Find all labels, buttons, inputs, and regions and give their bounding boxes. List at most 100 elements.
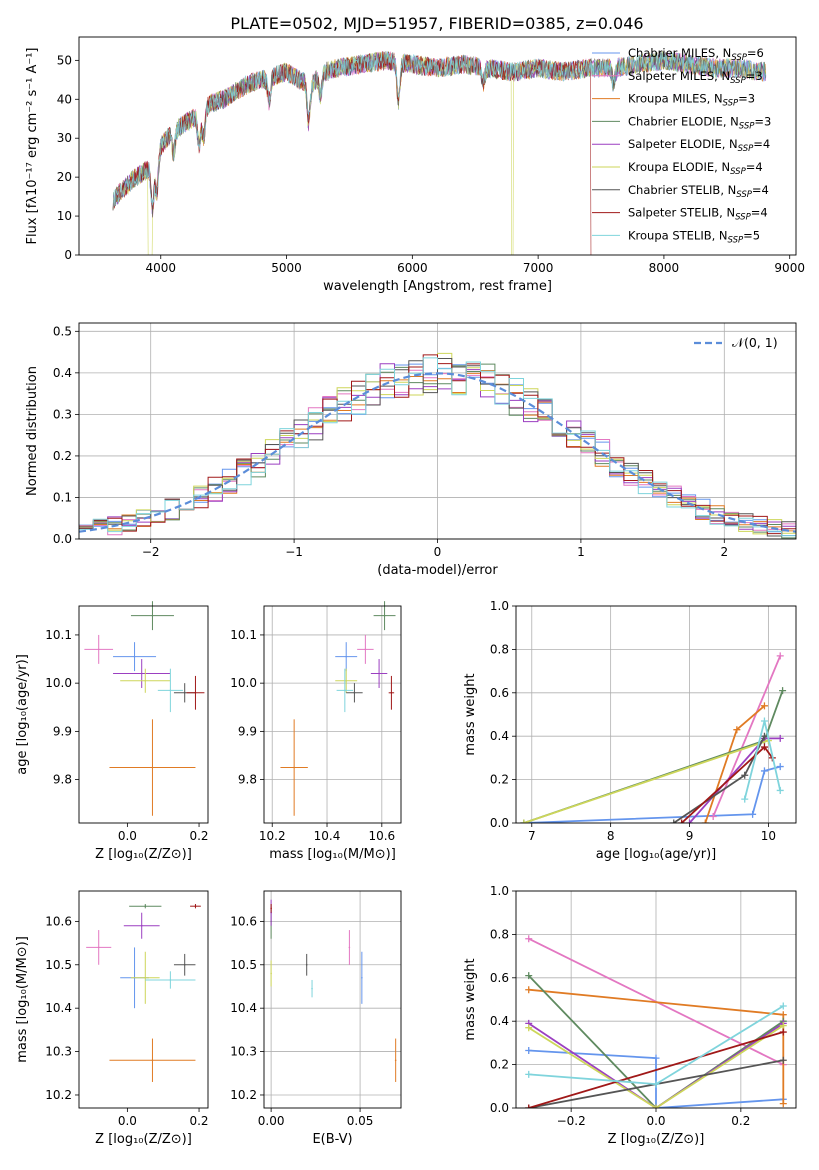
y-tick-label: 0.0 (53, 532, 72, 546)
y-tick-label: 0.6 (490, 971, 509, 985)
data-point-1 (97, 946, 100, 949)
y-tick-label: 0.2 (490, 1058, 509, 1072)
x-tick-label: 0.0 (118, 1114, 137, 1128)
y-tick-label: 10.2 (230, 1088, 257, 1102)
weight-marker-2 (760, 702, 768, 710)
axes-frame (78, 605, 209, 824)
y-tick-label: 9.8 (53, 773, 72, 787)
data-point-6 (353, 692, 356, 694)
x-tick-label: 1 (577, 545, 585, 559)
y-tick-label: 0.4 (490, 729, 509, 743)
axes-frame (78, 36, 797, 256)
y-tick-label: 1.0 (490, 884, 509, 898)
y-tick-label: 10.6 (45, 914, 72, 928)
y-tick-label: 10.4 (45, 1001, 72, 1015)
weight-marker-0 (760, 767, 768, 775)
data-point-8 (169, 689, 172, 692)
age-vs-metallicity-panel: 0.0 0.2 9.8 9.9 10.0 10.1 Z [log₁₀(Z/Z⊙)] age [… (15, 601, 209, 862)
y-tick-label: 0.2 (490, 773, 509, 787)
y-tick-label: 20 (57, 170, 72, 184)
legend-label-5: Kroupa ELODIE, NSSP=4 (628, 160, 763, 177)
data-point-1 (348, 946, 351, 949)
x-tick-label: 10.6 (368, 829, 395, 843)
y-tick-label: 10.0 (230, 676, 257, 690)
x-tick-label: 10 (761, 829, 776, 843)
x-tick-label: 10.2 (259, 829, 286, 843)
weight-marker-8 (776, 786, 784, 794)
x-tick-label: 7 (528, 829, 536, 843)
data-point-5 (144, 679, 147, 682)
histogram-panel: −2 −1 0 1 2 0.0 0.1 0.2 0.3 0.4 0.5 (data-model)/er… (25, 322, 797, 578)
y-tick-label: 0.5 (53, 324, 72, 338)
x-axis-label: wavelength [Angstrom, rest frame] (323, 279, 552, 294)
y-tick-label: 9.9 (53, 724, 72, 738)
x-axis-label: Z [log₁₀(Z/Z⊙)] (95, 1132, 192, 1147)
histogram-step-8 (79, 357, 796, 539)
y-tick-label: 0.6 (490, 686, 509, 700)
x-axis-label: E(B-V) (312, 1132, 352, 1147)
data-point-2 (293, 766, 295, 769)
y-tick-label: 10 (57, 209, 72, 223)
weight-marker-7 (760, 743, 768, 751)
x-axis-label: Z [log₁₀(Z/Z⊙)] (95, 847, 192, 862)
weight-marker-0 (652, 1054, 660, 1062)
y-axis-label: age [log₁₀(age/yr)] (15, 654, 30, 775)
data-point-2 (151, 766, 154, 769)
x-tick-label: 8000 (649, 261, 680, 275)
data-point-8 (311, 987, 313, 990)
weight-marker-2 (779, 1100, 787, 1108)
x-tick-label: 0.0 (118, 829, 137, 843)
y-tick-label: 10.6 (230, 914, 257, 928)
y-tick-label: 10.4 (230, 1001, 257, 1015)
data-point-8 (169, 979, 172, 981)
weight-marker-8 (760, 717, 768, 725)
weight-marker-0 (776, 763, 784, 771)
y-tick-label: 0.8 (490, 927, 509, 941)
weight-marker-6 (760, 732, 768, 740)
y-tick-label: 50 (57, 53, 72, 67)
mass-weight-vs-age-panel: 7 8 9 10 0.0 0.2 0.4 0.6 0.8 1.0 age [log₁₀(age/yr… (463, 599, 797, 862)
y-tick-label: 10.1 (230, 628, 257, 642)
y-tick-label: 0.0 (490, 816, 509, 830)
spectrum-panel: 4000 5000 6000 7000 8000 9000 0 10 20 30 40 50 wavel… (25, 36, 805, 294)
x-tick-label: 0.2 (189, 829, 208, 843)
data-point-5 (144, 977, 147, 979)
weight-marker-3 (525, 972, 533, 980)
y-tick-label: 9.9 (238, 724, 257, 738)
data-point-0 (133, 655, 136, 658)
weight-marker-6 (741, 771, 749, 779)
mass-vs-ebv-panel: 0.00 0.05 10.2 10.3 10.4 10.5 10.6 E(B-V) (230, 890, 402, 1147)
weight-marker-7 (779, 1028, 787, 1036)
legend-label-7: Salpeter STELIB, NSSP=4 (628, 206, 768, 223)
axes-frame (263, 890, 402, 1109)
weight-marker-5 (525, 1024, 533, 1032)
weight-marker-4 (686, 819, 694, 823)
axes-frame (515, 890, 797, 1109)
axes-frame (78, 890, 209, 1109)
weight-marker-0 (749, 810, 757, 818)
x-axis-label: age [log₁₀(age/yr)] (596, 847, 717, 862)
data-point-5 (270, 972, 272, 975)
y-tick-label: 0.0 (490, 1101, 509, 1115)
weight-line-3 (528, 974, 784, 1108)
age-vs-mass-panel: 10.2 10.4 10.6 9.8 9.9 10.0 10.1 mass [log₁₀(M/… (230, 601, 402, 862)
weight-marker-0 (525, 1046, 533, 1054)
weight-marker-8 (652, 1080, 660, 1088)
mass-weight-vs-metallicity-panel-plot-area (525, 935, 787, 1108)
y-axis-label: Normed distribution (25, 366, 40, 496)
x-tick-label: −0.2 (557, 1114, 586, 1128)
x-tick-label: 2 (720, 545, 728, 559)
x-tick-label: 0.2 (731, 1114, 750, 1128)
mass-vs-metallicity-panel: 0.0 0.2 10.2 10.3 10.4 10.5 10.6 Z [log₁₀(Z/Z⊙)… (15, 890, 209, 1147)
x-tick-label: 0.05 (347, 1114, 374, 1128)
legend-label-4: Salpeter ELODIE, NSSP=4 (628, 137, 770, 154)
spectrum-line-7 (112, 51, 592, 255)
data-point-8 (344, 689, 346, 692)
weight-marker-3 (779, 687, 787, 695)
y-tick-label: 0.4 (490, 1014, 509, 1028)
weight-marker-6 (779, 1056, 787, 1064)
weight-marker-2 (701, 819, 709, 823)
x-tick-label: 0.00 (258, 1114, 285, 1128)
data-point-6 (305, 963, 308, 966)
